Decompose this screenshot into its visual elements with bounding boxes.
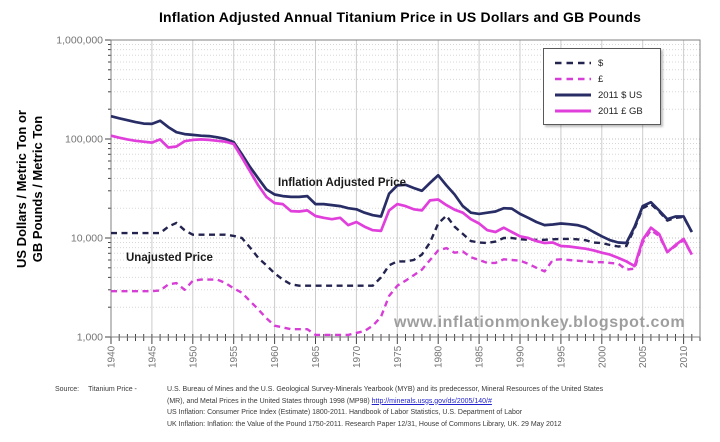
legend: $ £ 2011 $ US 2011 £ GB bbox=[543, 48, 661, 125]
source-content-column: U.S. Bureau of Mines and the U.S. Geolog… bbox=[167, 384, 715, 430]
svg-text:1940: 1940 bbox=[107, 345, 118, 368]
svg-text:2010: 2010 bbox=[679, 345, 690, 368]
series-line bbox=[110, 114, 693, 245]
source-label: Source: bbox=[55, 386, 80, 393]
series-lines bbox=[110, 114, 693, 337]
series-line bbox=[111, 228, 693, 337]
watermark: www.inflationmonkey.blogspot.com bbox=[393, 314, 685, 331]
svg-text:1975: 1975 bbox=[393, 345, 404, 368]
source-line-2-text: (MR), and Metal Prices in the United Sta… bbox=[167, 397, 372, 405]
legend-label: $ bbox=[598, 57, 604, 69]
annotation-unadjusted: Unajusted Price bbox=[126, 252, 213, 264]
legend-label: £ bbox=[598, 73, 604, 85]
svg-text:1950: 1950 bbox=[188, 345, 199, 368]
legend-item-usd-nominal: $ bbox=[554, 55, 654, 71]
annotation-inflation-adjusted: Inflation Adjusted Price bbox=[278, 177, 407, 189]
source-line-1: U.S. Bureau of Mines and the U.S. Geolog… bbox=[167, 386, 604, 393]
source-link[interactable]: http://minerals.usgs.gov/ds/2005/140/# bbox=[371, 397, 492, 405]
axis-tick-labels: 1,000,000 100,000 10,000 1,000 1940 1945 1950 1… bbox=[56, 35, 690, 369]
source-label-column: Source: Titanium Price - bbox=[55, 384, 167, 430]
svg-text:1,000: 1,000 bbox=[77, 332, 103, 344]
series-line bbox=[110, 134, 693, 268]
svg-text:1985: 1985 bbox=[475, 345, 486, 368]
svg-text:1970: 1970 bbox=[352, 345, 363, 368]
legend-item-gbp-2011: 2011 £ GB bbox=[554, 103, 654, 119]
legend-item-gbp-nominal: £ bbox=[554, 71, 654, 87]
svg-text:2005: 2005 bbox=[638, 345, 649, 368]
source-line-2: (MR), and Metal Prices in the United Sta… bbox=[167, 396, 715, 408]
legend-item-usd-2011: 2011 $ US bbox=[554, 87, 654, 103]
source-line-3: US Inflation: Consumer Price Index (Esti… bbox=[167, 409, 523, 416]
chart-title: Inflation Adjusted Annual Titanium Price… bbox=[158, 9, 642, 25]
source-block: Source: Titanium Price - U.S. Bureau of M… bbox=[55, 384, 715, 430]
legend-line-sample bbox=[555, 93, 591, 97]
svg-text:2000: 2000 bbox=[597, 345, 608, 368]
source-item-label: Titanium Price - bbox=[88, 386, 137, 393]
svg-text:1990: 1990 bbox=[516, 345, 527, 368]
legend-label: 2011 £ GB bbox=[598, 105, 643, 117]
legend-line-sample bbox=[555, 109, 591, 113]
svg-text:1,000,000: 1,000,000 bbox=[56, 35, 103, 47]
svg-text:1960: 1960 bbox=[270, 345, 281, 368]
legend-line-sample bbox=[555, 61, 591, 65]
plot-frame bbox=[110, 39, 701, 338]
svg-text:1955: 1955 bbox=[229, 345, 240, 368]
legend-line-sample bbox=[555, 77, 591, 81]
plot-area: www.inflationmonkey.blogspot.com1,000,00… bbox=[56, 35, 701, 369]
svg-text:1945: 1945 bbox=[147, 345, 158, 368]
svg-text:1995: 1995 bbox=[556, 345, 567, 368]
svg-text:1980: 1980 bbox=[434, 345, 445, 368]
legend-label: 2011 $ US bbox=[598, 89, 643, 101]
source-line-4: UK Inflation: Inflation: the Value of th… bbox=[167, 420, 562, 428]
svg-text:1965: 1965 bbox=[311, 345, 322, 368]
gridlines bbox=[111, 40, 700, 337]
series-line bbox=[111, 202, 693, 287]
svg-text:100,000: 100,000 bbox=[65, 134, 103, 146]
svg-text:10,000: 10,000 bbox=[71, 233, 103, 245]
